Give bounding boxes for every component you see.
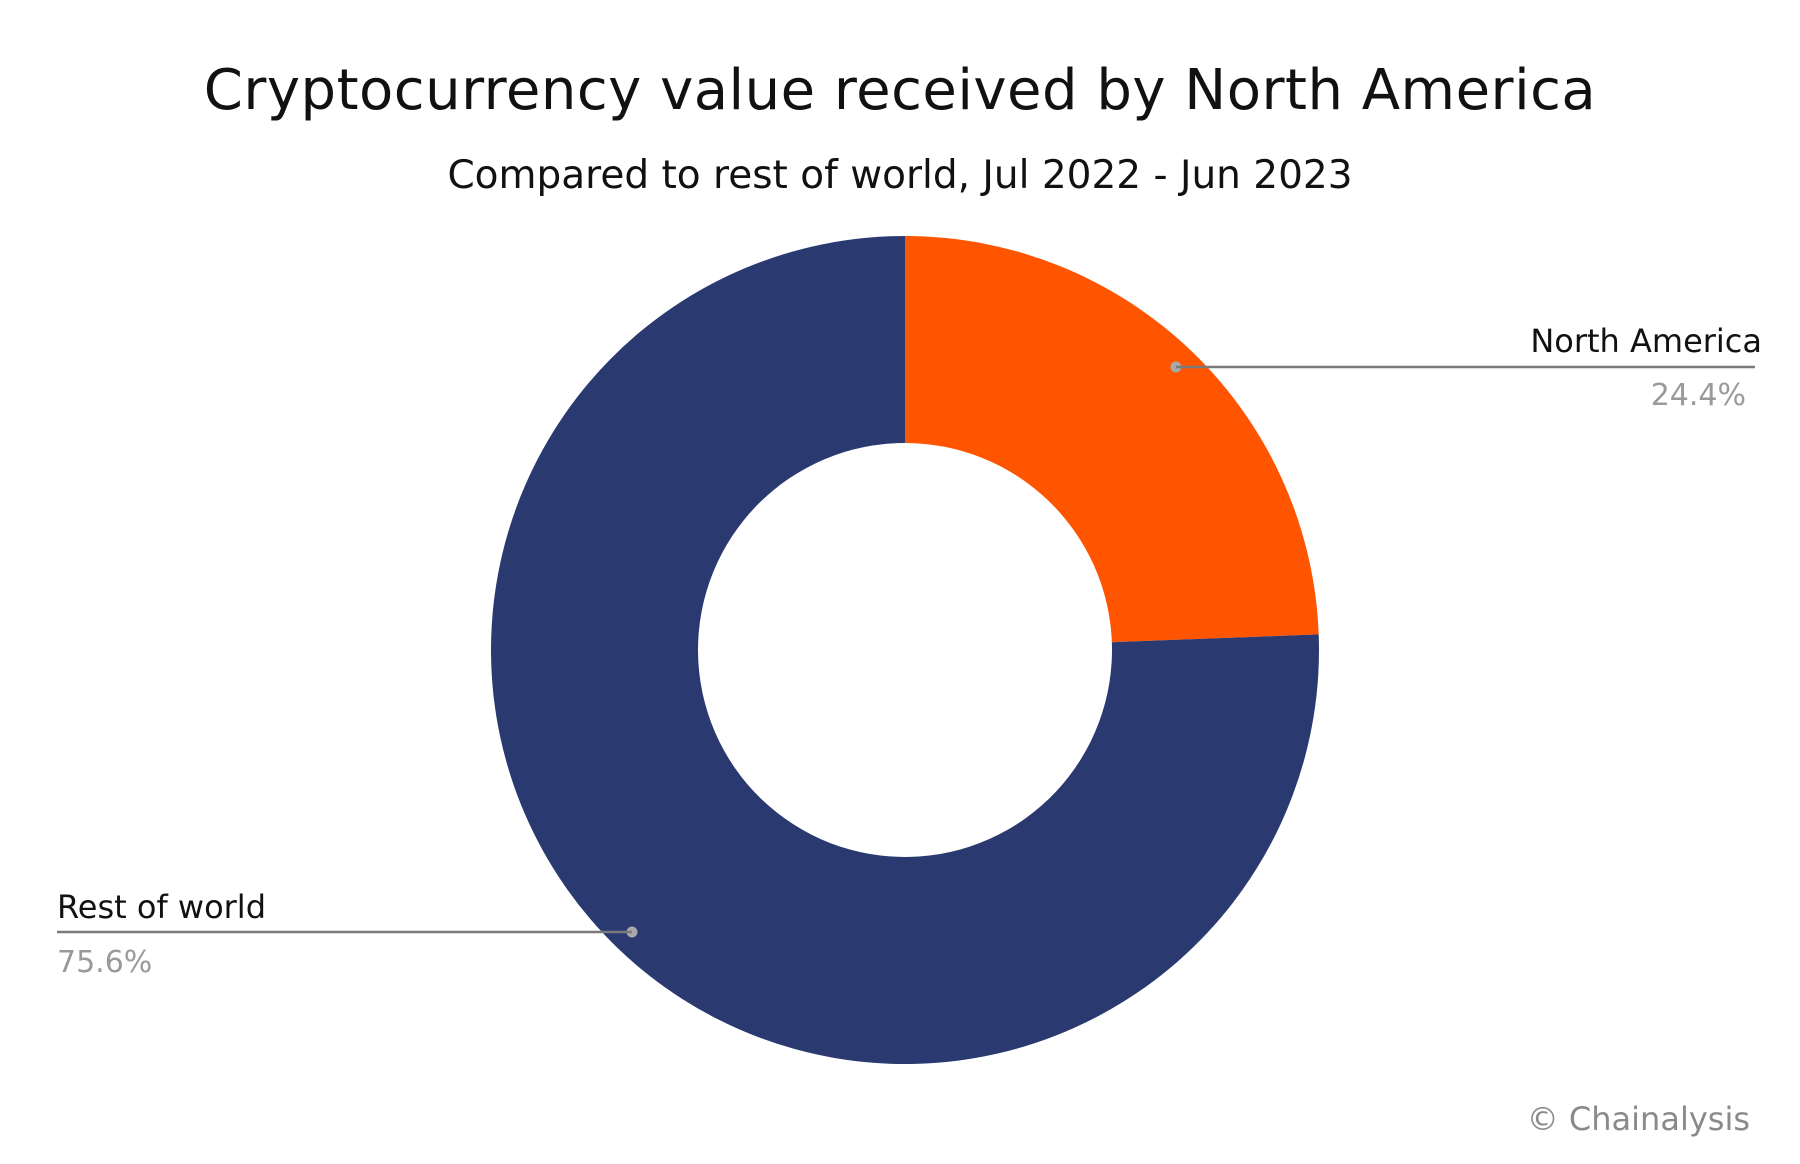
callouts-group: North America 24.4% Rest of world 75.6%: [57, 322, 1762, 980]
slice-label-north-america: North America: [1530, 322, 1762, 360]
slice-value-north-america: 24.4%: [1651, 378, 1746, 413]
slice-label-rest-of-world: Rest of world: [57, 888, 266, 926]
slice-value-rest-of-world: 75.6%: [57, 945, 152, 980]
slices-group: [491, 236, 1319, 1064]
chart-subtitle: Compared to rest of world, Jul 2022 - Ju…: [447, 153, 1353, 198]
source-credit: © Chainalysis: [1526, 1100, 1750, 1138]
chart-title: Cryptocurrency value received by North A…: [203, 58, 1597, 123]
slice-north-america: [905, 236, 1319, 643]
slice-rest-of-world: [491, 236, 1319, 1064]
